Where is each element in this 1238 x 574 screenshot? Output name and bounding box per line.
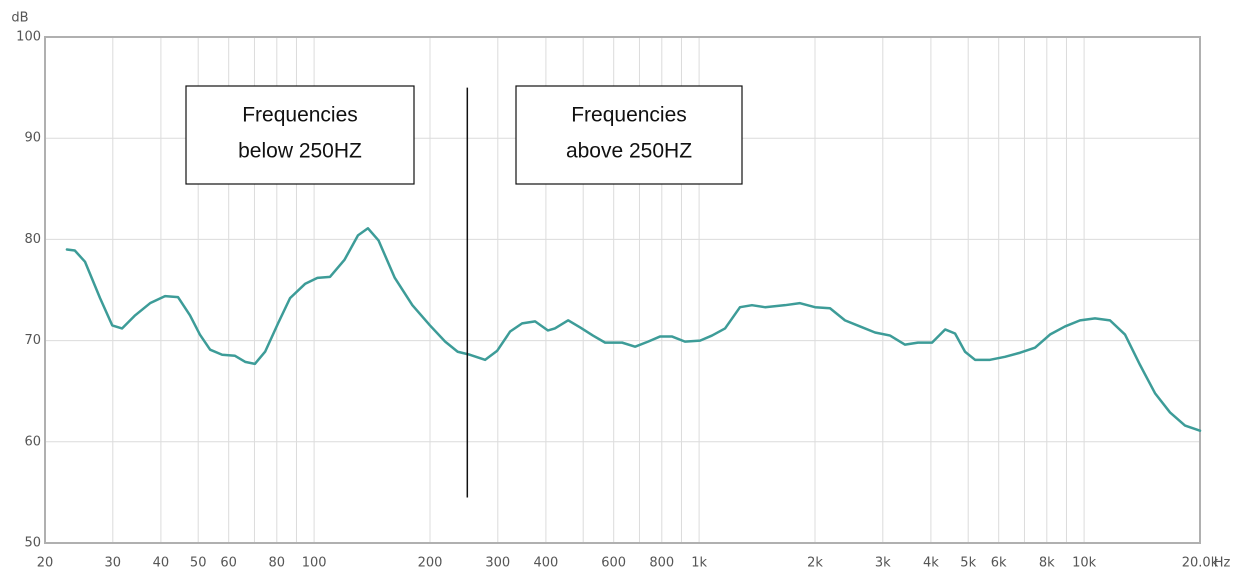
x-tick-label: 40 xyxy=(153,556,170,571)
x-tick-label: 200 xyxy=(418,556,443,571)
x-tick-label: 800 xyxy=(649,556,674,571)
annotation-box xyxy=(515,85,743,185)
x-tick-label: 30 xyxy=(105,556,122,571)
x-tick-label: 400 xyxy=(533,556,558,571)
x-tick-label: 3k xyxy=(875,556,891,571)
x-tick-label: 80 xyxy=(269,556,286,571)
x-tick-label: 20.0k xyxy=(1182,556,1219,571)
y-tick-label: 50 xyxy=(24,536,41,551)
x-tick-label: 2k xyxy=(807,556,823,571)
annotation-text: Frequencies xyxy=(242,104,358,127)
x-tick-label: 60 xyxy=(220,556,237,571)
x-axis-label: Hz xyxy=(1214,556,1231,571)
y-tick-label: 90 xyxy=(24,131,41,146)
x-tick-label: 10k xyxy=(1072,556,1097,571)
x-tick-label: 20 xyxy=(37,556,54,571)
x-tick-label: 600 xyxy=(601,556,626,571)
annotation-text: below 250HZ xyxy=(238,140,362,163)
x-tick-label: 6k xyxy=(991,556,1007,571)
y-axis-label: dB xyxy=(11,11,28,26)
y-tick-label: 70 xyxy=(24,333,41,348)
x-tick-label: 1k xyxy=(691,556,707,571)
x-tick-label: 300 xyxy=(485,556,510,571)
annotation-text: Frequencies xyxy=(571,104,687,127)
y-tick-label: 60 xyxy=(24,434,41,449)
plot-border xyxy=(44,36,1201,544)
x-tick-label: 100 xyxy=(302,556,327,571)
y-tick-label: 80 xyxy=(24,232,41,247)
response-line xyxy=(65,227,1202,432)
x-tick-label: 4k xyxy=(923,556,939,571)
y-tick-label: 100 xyxy=(16,30,41,45)
x-tick-label: 8k xyxy=(1039,556,1055,571)
x-tick-label: 50 xyxy=(190,556,207,571)
annotation-box xyxy=(185,85,415,185)
annotation-text: above 250HZ xyxy=(566,140,692,163)
x-tick-label: 5k xyxy=(960,556,976,571)
